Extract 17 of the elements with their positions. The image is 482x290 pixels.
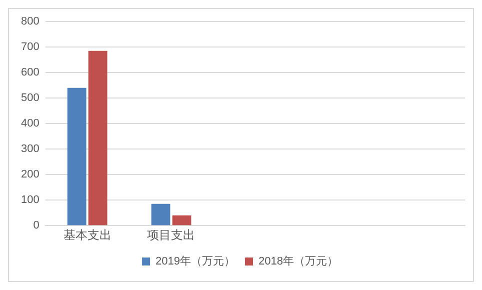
x-tick-label: 基本支出 bbox=[63, 228, 112, 242]
bar bbox=[88, 50, 108, 226]
y-tick-label: 200 bbox=[20, 168, 40, 181]
legend-label: 2019年（万元） bbox=[156, 256, 236, 268]
x-tick-label: 项目支出 bbox=[147, 228, 196, 242]
bar bbox=[172, 215, 192, 226]
bar bbox=[151, 204, 170, 226]
y-tick-label: 300 bbox=[20, 143, 40, 156]
legend-label: 2018年（万元） bbox=[258, 256, 338, 268]
y-tick-label: 800 bbox=[20, 16, 40, 28]
bar bbox=[67, 88, 86, 226]
y-tick-label: 500 bbox=[20, 92, 40, 104]
y-tick-label: 400 bbox=[20, 118, 40, 130]
y-tick-label: 600 bbox=[20, 66, 40, 79]
y-tick-label: 0 bbox=[33, 220, 40, 232]
y-tick-label: 100 bbox=[20, 194, 40, 206]
y-tick-label: 700 bbox=[20, 41, 40, 54]
